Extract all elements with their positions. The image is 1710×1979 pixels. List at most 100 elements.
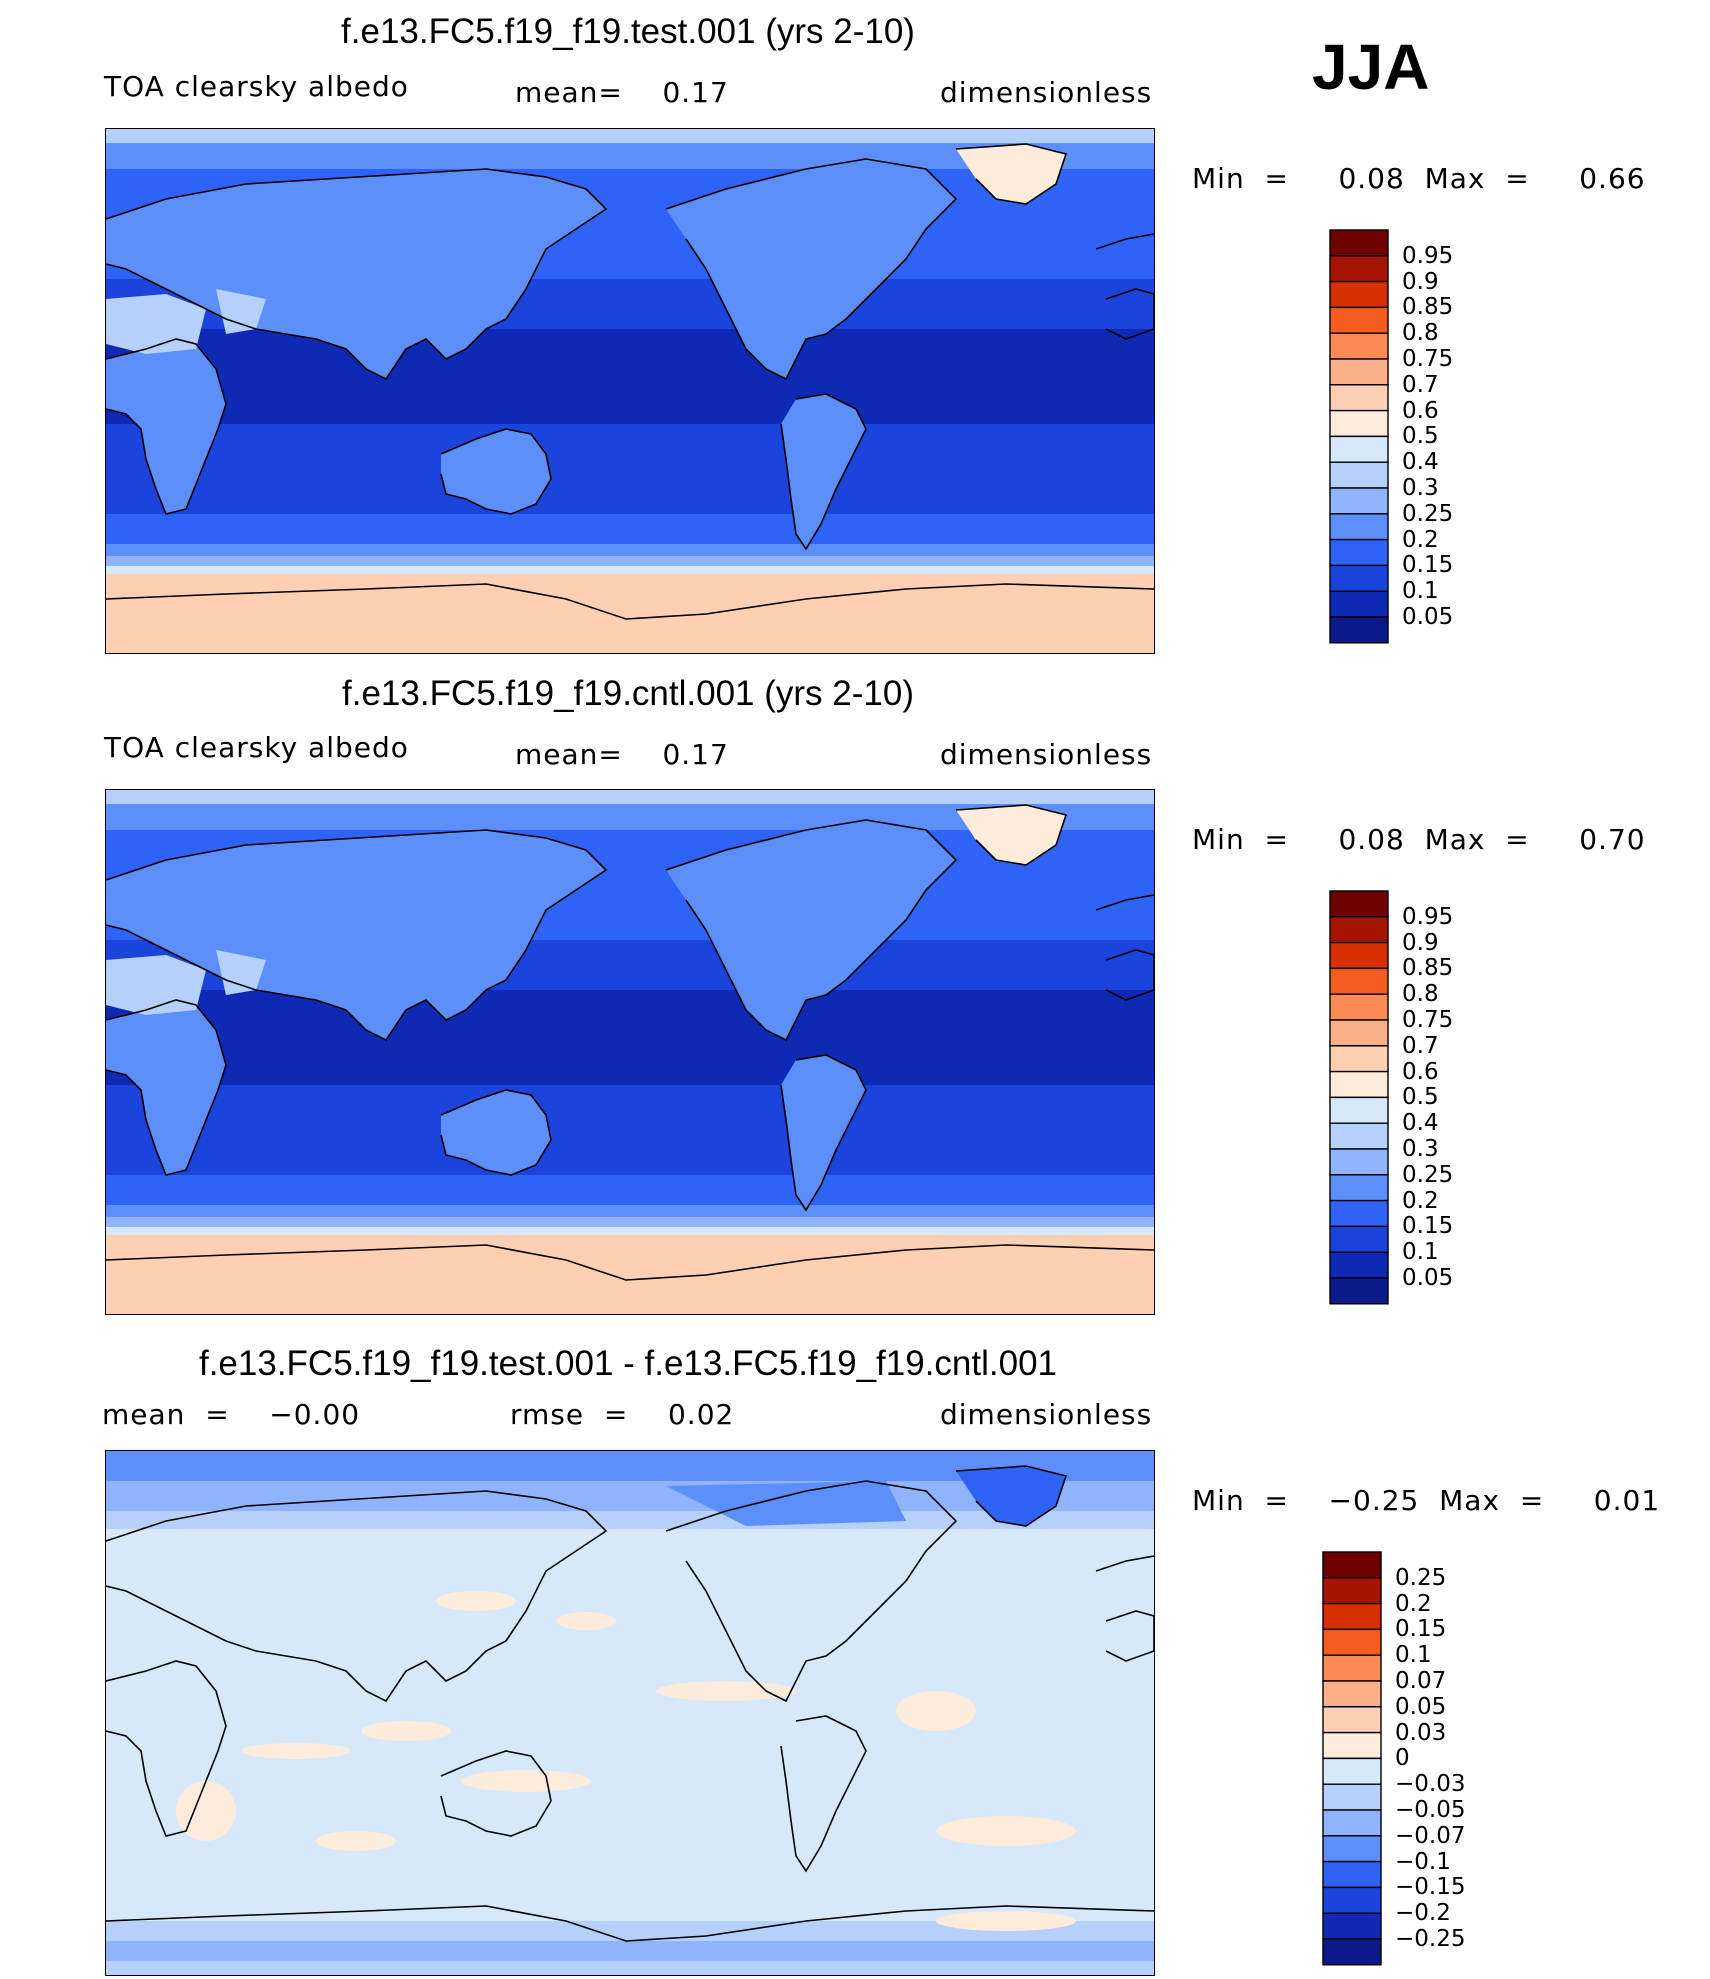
colorbar-box (1329, 487, 1389, 515)
map-diff (105, 1450, 1155, 1976)
colorbar-box (1329, 916, 1389, 944)
coastline (106, 1490, 608, 1703)
colorbar-box (1322, 1577, 1382, 1605)
colorbar-box (1322, 1602, 1382, 1631)
colorbar-tick-label: 0.3 (1402, 475, 1439, 501)
coastline (665, 158, 958, 381)
panel-center-label-test: mean= 0.17 (515, 76, 729, 109)
coastline (106, 999, 227, 1176)
colorbar-tick-label: 0.1 (1402, 1239, 1439, 1266)
colorbar-tick-label: 0.05 (1395, 1693, 1447, 1720)
panel-title-diff: f.e13.FC5.f19_f19.test.001 - f.e13.FC5.f… (198, 1344, 1058, 1383)
colorbar-tick-label: 0.9 (1402, 268, 1439, 295)
colorbar-tick-label: 0 (1395, 1745, 1410, 1772)
colorbar-tick-label: 0.95 (1402, 242, 1454, 269)
colorbar-tick-label: 0.1 (1395, 1642, 1432, 1669)
colorbar-tick-label: 0.2 (1402, 1187, 1439, 1214)
colorbar-tick-label: 0.9 (1402, 929, 1439, 956)
minmax-test: Min = 0.08 Max = 0.66 (1192, 162, 1646, 195)
panel-title-test: f.e13.FC5.f19_f19.test.001 (yrs 2-10) (341, 12, 915, 51)
colorbar-box (1322, 1628, 1382, 1656)
minmax-diff: Min = −0.25 Max = 0.01 (1192, 1484, 1661, 1517)
panel-left-label-cntl: TOA clearsky albedo (104, 731, 409, 764)
coastline (106, 829, 608, 1042)
coastline (665, 819, 958, 1042)
colorbar-box (1329, 332, 1389, 360)
colorbar-box (1329, 384, 1389, 412)
colorbar-tick-label: 0.75 (1402, 346, 1454, 372)
colorbar-tick-label: 0.95 (1402, 903, 1454, 930)
colorbar-box (1329, 1199, 1389, 1228)
colorbar-tick-label: −0.15 (1395, 1874, 1466, 1901)
colorbar-box (1329, 538, 1389, 567)
colorbar-tick-label: 0.5 (1402, 1084, 1439, 1111)
colorbar-box (1322, 1860, 1382, 1889)
colorbar-box (1329, 1045, 1389, 1073)
colorbar-tick-label: 0.6 (1402, 397, 1439, 424)
colorbar-tick-label: 0.6 (1402, 1058, 1439, 1085)
coastline (1105, 1610, 1154, 1662)
colorbar-box (1329, 409, 1389, 438)
coastline (106, 583, 1154, 620)
colorbar-box (1329, 1148, 1389, 1176)
colorbar-tick-label: 0.2 (1395, 1590, 1432, 1617)
colorbar-tick-label: 0.03 (1395, 1719, 1447, 1746)
colorbar-tick-label: 0.25 (1402, 500, 1454, 527)
colorbar-tick-label: −0.03 (1395, 1771, 1466, 1798)
colorbar-box (1329, 1174, 1389, 1202)
coastline (106, 1905, 1154, 1942)
colorbar-box (1329, 1096, 1389, 1124)
coastline (1095, 894, 1154, 911)
colorbar-box (1329, 590, 1389, 618)
colorbar-box (1329, 1251, 1389, 1279)
colorbar-tick-label: 0.75 (1402, 1007, 1454, 1033)
colorbar-tick-label: 0.15 (1402, 1213, 1454, 1240)
coastline (955, 804, 1068, 866)
coastline (106, 1660, 227, 1837)
colorbar-tick-label: 0.4 (1402, 449, 1439, 476)
colorbar-tick-label: −0.07 (1395, 1822, 1466, 1849)
panel-title-cntl: f.e13.FC5.f19_f19.cntl.001 (yrs 2-10) (342, 674, 914, 713)
colorbar-box (1329, 306, 1389, 334)
colorbar-box (1329, 967, 1389, 995)
colorbar-tick-label: 0.1 (1402, 578, 1439, 605)
colorbar-tick-label: −0.1 (1395, 1848, 1451, 1875)
map-test (105, 128, 1155, 654)
colorbar-box (1329, 993, 1389, 1021)
panel-left-label-diff: mean = −0.00 (102, 1398, 361, 1431)
colorbar-tick-label: 0.8 (1402, 320, 1439, 347)
coastline (440, 428, 552, 515)
colorbar-box (1329, 890, 1389, 918)
colorbar-tick-label: −0.2 (1395, 1900, 1451, 1927)
colorbar-box (1322, 1551, 1382, 1579)
colorbar-box (1329, 564, 1389, 592)
colorbar-tick-label: 0.15 (1395, 1616, 1447, 1643)
season-label: JJA (1312, 31, 1430, 103)
colorbar-box (1329, 1070, 1389, 1099)
colorbar-box (1329, 280, 1389, 309)
colorbar-tick-label: 0.07 (1395, 1668, 1447, 1694)
colorbar-tick-label: 0.2 (1402, 526, 1439, 553)
colorbar-box (1322, 1654, 1382, 1682)
colorbar-box (1322, 1757, 1382, 1785)
panel-center-label-diff: rmse = 0.02 (510, 1398, 735, 1431)
colorbar-tick-label: −0.25 (1395, 1926, 1466, 1952)
colorbar-box (1322, 1680, 1382, 1708)
coastline (780, 1715, 867, 1873)
colorbar-tick-label: 0.5 (1402, 423, 1439, 450)
coastline (440, 1089, 552, 1176)
colorbar-box (1329, 229, 1389, 257)
colorbar-tick-label: 0.25 (1395, 1564, 1447, 1591)
colorbar-tick-label: 0.4 (1402, 1110, 1439, 1137)
colorbar-box (1322, 1706, 1382, 1734)
coastline (955, 1465, 1068, 1527)
colorbar-tick-label: 0.85 (1402, 955, 1454, 982)
colorbar-box (1322, 1886, 1382, 1914)
colorbar-box (1322, 1912, 1382, 1940)
colorbar-tick-label: −0.05 (1395, 1797, 1466, 1823)
colorbar-tick-label: 0.05 (1402, 604, 1454, 630)
colorbar-box (1322, 1731, 1382, 1760)
colorbar-tick-label: 0.7 (1402, 371, 1439, 398)
colorbar-box (1322, 1809, 1382, 1837)
colorbar-box (1329, 1225, 1389, 1253)
